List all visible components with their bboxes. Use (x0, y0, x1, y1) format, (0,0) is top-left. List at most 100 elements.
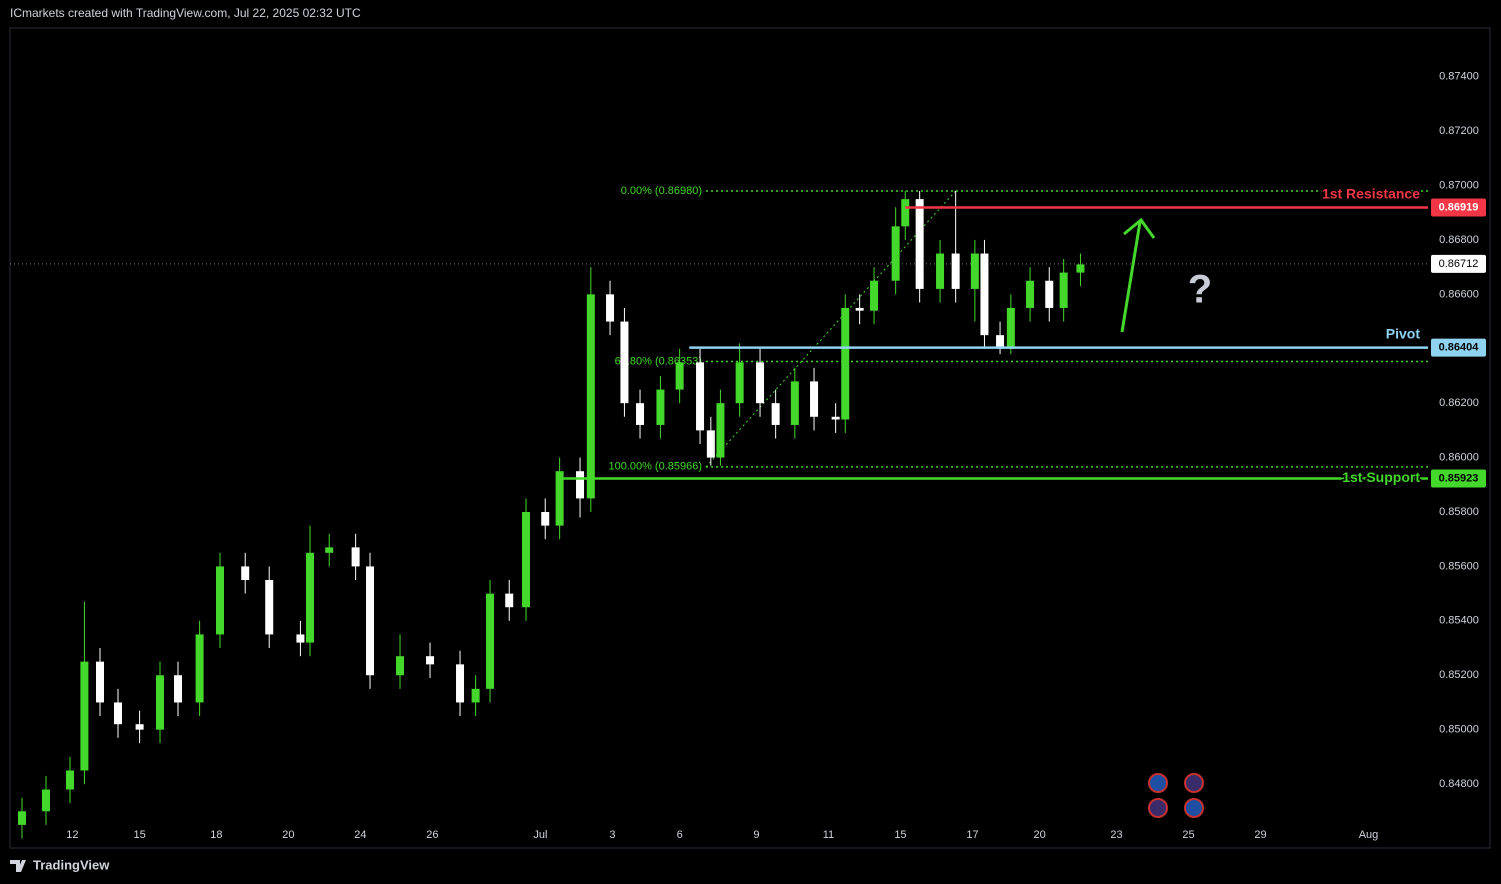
candle-body (756, 362, 765, 404)
candle-body (735, 362, 744, 404)
candle-body (636, 403, 645, 425)
candle-body (951, 253, 960, 289)
candle-body (306, 552, 315, 643)
candle-body (915, 199, 924, 289)
y-tick-label: 0.87400 (1439, 71, 1479, 83)
x-tick-label: 15 (894, 829, 906, 841)
y-tick-label: 0.86000 (1439, 451, 1479, 463)
candle-body (195, 634, 204, 703)
level-name: Pivot (1386, 325, 1421, 341)
x-tick-label: 23 (1110, 829, 1122, 841)
footer: TradingView (33, 857, 110, 872)
candle-body (296, 634, 305, 643)
x-tick-label: 17 (966, 829, 978, 841)
candle-body (696, 362, 705, 431)
candle-body (841, 307, 850, 420)
candle-body (1045, 280, 1054, 308)
level-price-box (1431, 198, 1486, 217)
x-tick-label: 29 (1254, 829, 1266, 841)
frame (9, 27, 1491, 849)
candle-body (66, 770, 75, 790)
candle-body (114, 702, 123, 725)
x-tick-label: 6 (677, 829, 683, 841)
candle-body (135, 724, 144, 730)
y-tick-label: 0.85600 (1439, 560, 1479, 572)
candle-body (555, 471, 564, 526)
x-tick-label: 18 (210, 829, 222, 841)
x-tick-label: 25 (1182, 829, 1194, 841)
y-tick-label: 0.84800 (1439, 778, 1479, 790)
x-tick-label: 12 (66, 829, 78, 841)
fib-trend (705, 190, 957, 468)
candle-body (891, 226, 900, 281)
x-tick-label: 9 (753, 829, 759, 841)
candle-body (42, 789, 51, 812)
fib-label: 0.00% (0.86980) (621, 185, 702, 197)
level-price: 0.85923 (1439, 472, 1479, 484)
candle-body (80, 661, 89, 771)
candle-body (216, 566, 225, 635)
candle-body (426, 656, 435, 665)
candle-body (576, 471, 585, 499)
y-tick-label: 0.86800 (1439, 234, 1479, 246)
candle-body (351, 547, 360, 567)
candle-body (586, 294, 595, 499)
candle-body (541, 512, 550, 526)
x-tick-label: 3 (609, 829, 615, 841)
candle-body (156, 675, 165, 730)
candle-body (265, 580, 274, 635)
logo (10, 860, 26, 872)
y-tick-label: 0.86600 (1439, 288, 1479, 300)
level-price-box (1431, 469, 1486, 488)
x-tick-label: 26 (426, 829, 438, 841)
level-name: 1st Resistance (1322, 185, 1420, 201)
candle-body (174, 675, 183, 703)
y-tick-label: 0.85200 (1439, 669, 1479, 681)
candle-body (1006, 307, 1015, 349)
candle-body (1026, 280, 1035, 308)
level-name: 1st Support (1342, 469, 1420, 485)
candle-body (790, 381, 799, 425)
candle-body (456, 664, 465, 703)
last-price-box (1431, 254, 1486, 273)
candle-body (901, 199, 910, 227)
candle-body (620, 321, 629, 404)
candle-body (855, 307, 864, 311)
candle-body (996, 335, 1005, 349)
last-price-label: 0.86712 (1439, 258, 1479, 270)
candle-body (96, 661, 105, 703)
candle-body (1076, 264, 1085, 273)
candle-body (771, 403, 780, 425)
candle-body (241, 566, 250, 581)
header: ICmarkets created with TradingView.com, … (10, 6, 361, 20)
level-price: 0.86919 (1439, 201, 1479, 213)
x-tick-label: Jul (533, 829, 547, 841)
x-tick-label: 20 (282, 829, 294, 841)
candle-body (486, 593, 495, 689)
candle-body (396, 656, 405, 676)
x-tick-label: Aug (1359, 829, 1379, 841)
candle-body (936, 253, 945, 289)
candle-body (970, 253, 979, 289)
candle-body (606, 294, 615, 322)
event-icons (1148, 773, 1204, 818)
candle-body (505, 593, 514, 608)
x-tick-label: 15 (133, 829, 145, 841)
candle-body (656, 389, 665, 425)
y-tick-label: 0.85400 (1439, 615, 1479, 627)
candle-body (810, 381, 819, 417)
candle-body (870, 280, 879, 311)
arrow (1120, 217, 1156, 333)
fib-label: 100.00% (0.85966) (608, 461, 702, 473)
y-tick-label: 0.87000 (1439, 179, 1479, 191)
y-tick-label: 0.86200 (1439, 397, 1479, 409)
candle-body (18, 811, 27, 825)
candle-body (831, 416, 840, 420)
candle-body (1059, 272, 1068, 308)
candle-body (716, 403, 725, 458)
y-tick-label: 0.85800 (1439, 506, 1479, 518)
candle-body (366, 566, 375, 676)
candle-body (675, 362, 684, 390)
